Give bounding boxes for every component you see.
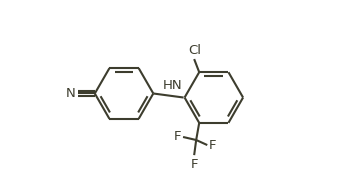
Text: Cl: Cl xyxy=(188,44,201,57)
Text: F: F xyxy=(174,130,181,143)
Text: HN: HN xyxy=(163,80,183,92)
Text: N: N xyxy=(66,87,76,100)
Text: F: F xyxy=(209,139,216,152)
Text: F: F xyxy=(190,158,198,170)
